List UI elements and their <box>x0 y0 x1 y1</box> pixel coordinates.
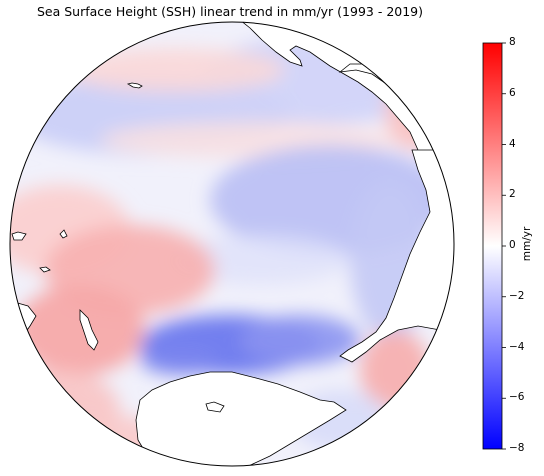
pacific-island <box>11 231 27 241</box>
colorbar-tick-label: 6 <box>509 86 516 99</box>
new-zealand-land <box>79 309 99 351</box>
colorbar-tick-label: 2 <box>509 188 516 201</box>
hawaii-island <box>126 82 143 89</box>
page-title: Sea Surface Height (SSH) linear trend in… <box>36 4 424 19</box>
colorbar-tick-label: 4 <box>509 137 516 150</box>
colorbar-tick-label: −6 <box>509 391 525 404</box>
colorbar <box>482 42 506 450</box>
colorbar-tick-label: −8 <box>509 442 525 454</box>
colorbar-tick-label: 0 <box>509 239 516 251</box>
colorbar-tick-label: 8 <box>509 36 516 48</box>
pacific-island <box>59 229 68 239</box>
southern-ocean-island <box>205 401 225 413</box>
colorbar-tick-label: −4 <box>509 340 525 353</box>
colorbar-ticks <box>502 42 506 450</box>
colorbar-gradient <box>482 42 503 450</box>
colorbar-tick-label: −2 <box>509 289 525 302</box>
pacific-island <box>39 266 51 273</box>
globe-outline <box>9 21 455 467</box>
colorbar-label: mm/yr <box>521 226 533 262</box>
